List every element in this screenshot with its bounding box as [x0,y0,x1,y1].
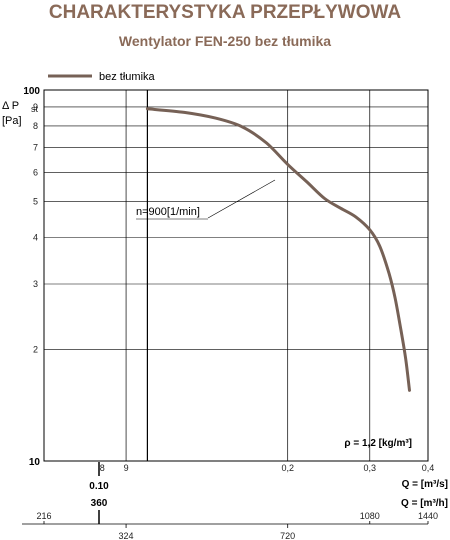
y-tick-label: 3 [33,279,38,289]
m3h-tick-label: 1080 [360,511,380,521]
y-tick-label-major: 100 [23,86,40,97]
annotation-label: n=900[1/min] [136,206,200,218]
m3h-tick-label: 720 [280,531,295,540]
chart-title: CHARAKTERYSTYKA PRZEPŁYWOWA [49,2,401,23]
curve-annotation: n=900[1/min] [136,179,276,220]
q-m3s-highlight: 0.10 [89,481,109,492]
x-axis-label-m3s: Q = [m³/s] [402,479,448,490]
q-m3h-highlight: 360 [91,498,108,509]
y-tick-label: 4 [33,233,38,243]
secondary-axis-m3h [22,510,428,525]
m3h-tick-label: 216 [36,511,51,521]
y-tick-label: 7 [33,142,38,152]
x-tick-label: 0,3 [364,463,377,473]
grid [43,89,429,462]
m3h-tick-labels: 216 1080 1440 324 720 [36,511,438,540]
series-line-bez-tlumika [145,107,411,392]
y-tick-label: 9 [33,102,38,112]
y-axis-title: Δ P st [Pa] [2,100,39,127]
y-tick-label: 2 [33,344,38,354]
y-tick-label: 6 [33,167,38,177]
m3h-tick-label: 324 [119,531,134,540]
legend-label: bez tłumika [99,71,156,83]
y-axis-symbol: Δ P [2,100,19,112]
legend: bez tłumika [48,71,156,83]
x-tick-label: 8 [100,463,105,473]
y-axis-unit: [Pa] [2,115,22,127]
x-tick-label: 0,2 [281,463,294,473]
y-tick-label: 5 [33,197,38,207]
chart-subtitle: Wentylator FEN-250 bez tłumika [119,33,331,49]
y-tick-label: 8 [33,121,38,131]
x-axis-label-m3h: Q = [m³/h] [401,498,448,509]
x-tick-labels: 8 9 0,2 0,3 0,4 [100,463,435,473]
m3h-tick-label: 1440 [418,511,438,521]
plot-frame [43,89,429,462]
y-axis-subscript: st [31,104,39,114]
density-note: ρ = 1,2 [kg/m³] [344,438,412,449]
y-tick-labels: 100 10 9 8 7 6 5 4 3 2 [23,86,40,468]
y-tick-label-major: 10 [29,457,41,468]
series-layer [145,107,411,392]
x-tick-label: 0,4 [422,463,435,473]
x-tick-label: 9 [124,463,129,473]
annotation-leader [207,179,276,219]
